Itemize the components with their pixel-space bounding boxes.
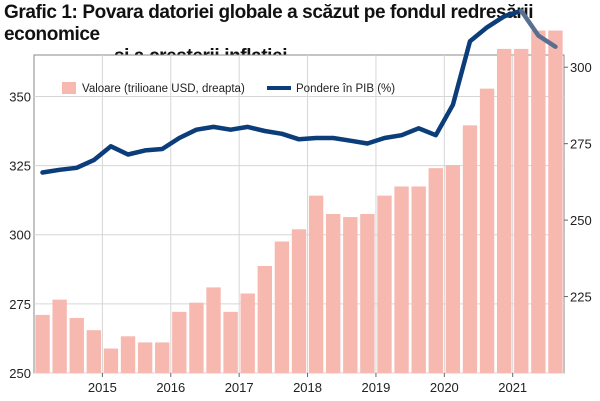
bar-2016Q2	[172, 311, 187, 373]
bar-2017Q1	[223, 311, 238, 373]
x-tick-2018: 2018	[293, 380, 322, 395]
bar-2017Q4	[274, 241, 290, 373]
bar-2014Q2	[35, 314, 50, 373]
legend-label-bars: Valoare (trilioane USD, dreapta)	[82, 83, 245, 95]
bar-2019Q3	[394, 186, 409, 373]
bar-2014Q4	[69, 317, 84, 373]
x-tick-2017: 2017	[225, 380, 254, 395]
bar-2020Q2	[445, 165, 461, 373]
bar-2020Q4	[479, 88, 495, 373]
bar-2018Q1	[291, 229, 307, 373]
x-tick-2016: 2016	[156, 380, 185, 395]
left-tick-275: 275	[9, 297, 31, 312]
bar-2016Q3	[189, 302, 204, 373]
legend-swatch-bars	[62, 82, 76, 94]
x-tick-2021: 2021	[498, 380, 527, 395]
bar-2018Q4	[343, 217, 358, 373]
bar-2015Q3	[120, 336, 136, 373]
bar-2015Q4	[137, 342, 153, 373]
right-axis-ticks: 225 250 275 300	[564, 60, 592, 305]
left-axis-ticks: 250 275 300 325 350	[9, 89, 31, 381]
bar-2016Q4	[206, 287, 221, 373]
bar-2019Q1	[360, 214, 375, 373]
bar-2018Q2	[308, 195, 324, 373]
bar-2021Q2	[514, 48, 529, 374]
bar-series	[35, 30, 563, 374]
bar-2016Q1	[155, 342, 170, 373]
x-axis-ticks: 2015 2016 2017 2018 2019 2020 2021	[88, 373, 527, 395]
bar-2021Q4	[548, 30, 563, 374]
chart-title-line1: Grafic 1: Povara datoriei globale a scăz…	[4, 2, 534, 45]
x-tick-2019: 2019	[361, 380, 390, 395]
line-series	[40, 8, 558, 175]
legend: Valoare (trilioane USD, dreapta) Pondere…	[62, 82, 395, 95]
right-tick-225: 225	[570, 290, 592, 305]
right-tick-250: 250	[570, 213, 592, 228]
bar-2017Q3	[257, 265, 272, 373]
left-tick-250: 250	[9, 366, 31, 381]
left-tick-325: 325	[9, 159, 31, 174]
bar-2021Q3	[531, 30, 546, 374]
bar-2017Q2	[240, 293, 255, 373]
x-tick-2015: 2015	[88, 380, 117, 395]
left-tick-350: 350	[9, 89, 31, 104]
right-tick-300: 300	[570, 60, 592, 75]
bar-2020Q1	[428, 168, 443, 373]
bar-2021Q1	[496, 48, 512, 374]
x-tick-2020: 2020	[430, 380, 459, 395]
bar-2015Q1	[86, 330, 102, 373]
bar-2018Q3	[326, 214, 341, 373]
left-tick-300: 300	[9, 228, 31, 243]
bar-2019Q2	[377, 195, 392, 373]
right-tick-275: 275	[570, 137, 592, 152]
bar-2019Q4	[411, 186, 426, 373]
bar-2014Q3	[52, 299, 67, 373]
bar-2015Q2	[103, 348, 119, 373]
legend-label-line: Pondere în PIB (%)	[296, 83, 395, 95]
bar-2020Q3	[462, 125, 478, 373]
